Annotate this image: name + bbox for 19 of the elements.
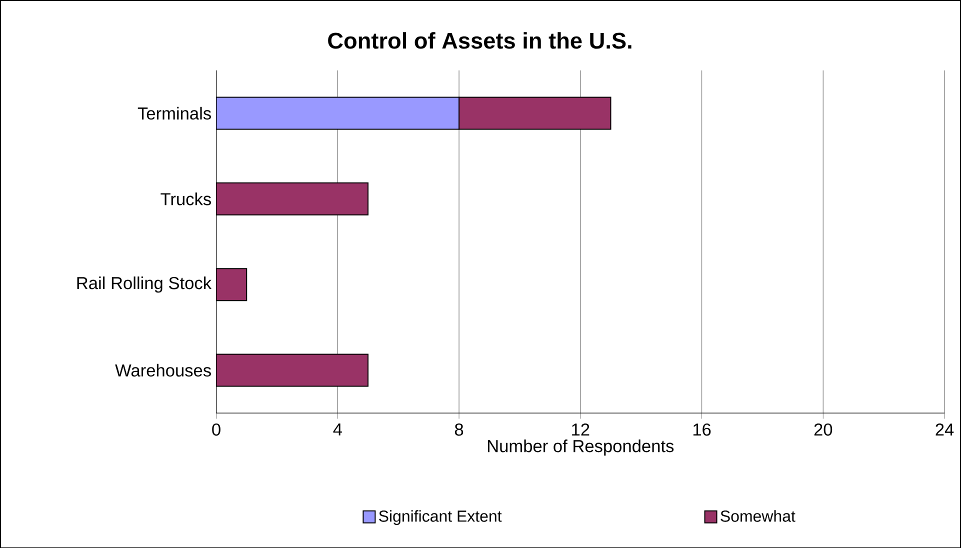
- x-tick-label: 0: [212, 423, 220, 436]
- bar: [216, 268, 248, 301]
- x-tick-label: 20: [814, 423, 832, 436]
- x-tick-label: 12: [572, 423, 590, 436]
- x-tick-label: 16: [693, 423, 711, 436]
- x-axis-title: Number of Respondents: [488, 439, 674, 456]
- y-tick-label: Warehouses: [115, 364, 211, 376]
- x-tick-label: 8: [454, 423, 464, 436]
- bar: [216, 354, 368, 387]
- y-tick-label: Trucks: [160, 192, 211, 206]
- y-tick-label: Terminals: [138, 106, 211, 120]
- chart-title: Control of Assets in the U.S.: [328, 32, 632, 49]
- bar: [216, 182, 368, 216]
- y-tick-label: Rail Rolling Stock: [77, 276, 212, 292]
- bar: [458, 96, 612, 130]
- legend-label: Somewhat: [720, 510, 796, 522]
- x-tick-label: 24: [936, 423, 954, 436]
- legend-label: Significant Extent: [379, 510, 502, 525]
- x-tick-label: 4: [333, 423, 342, 436]
